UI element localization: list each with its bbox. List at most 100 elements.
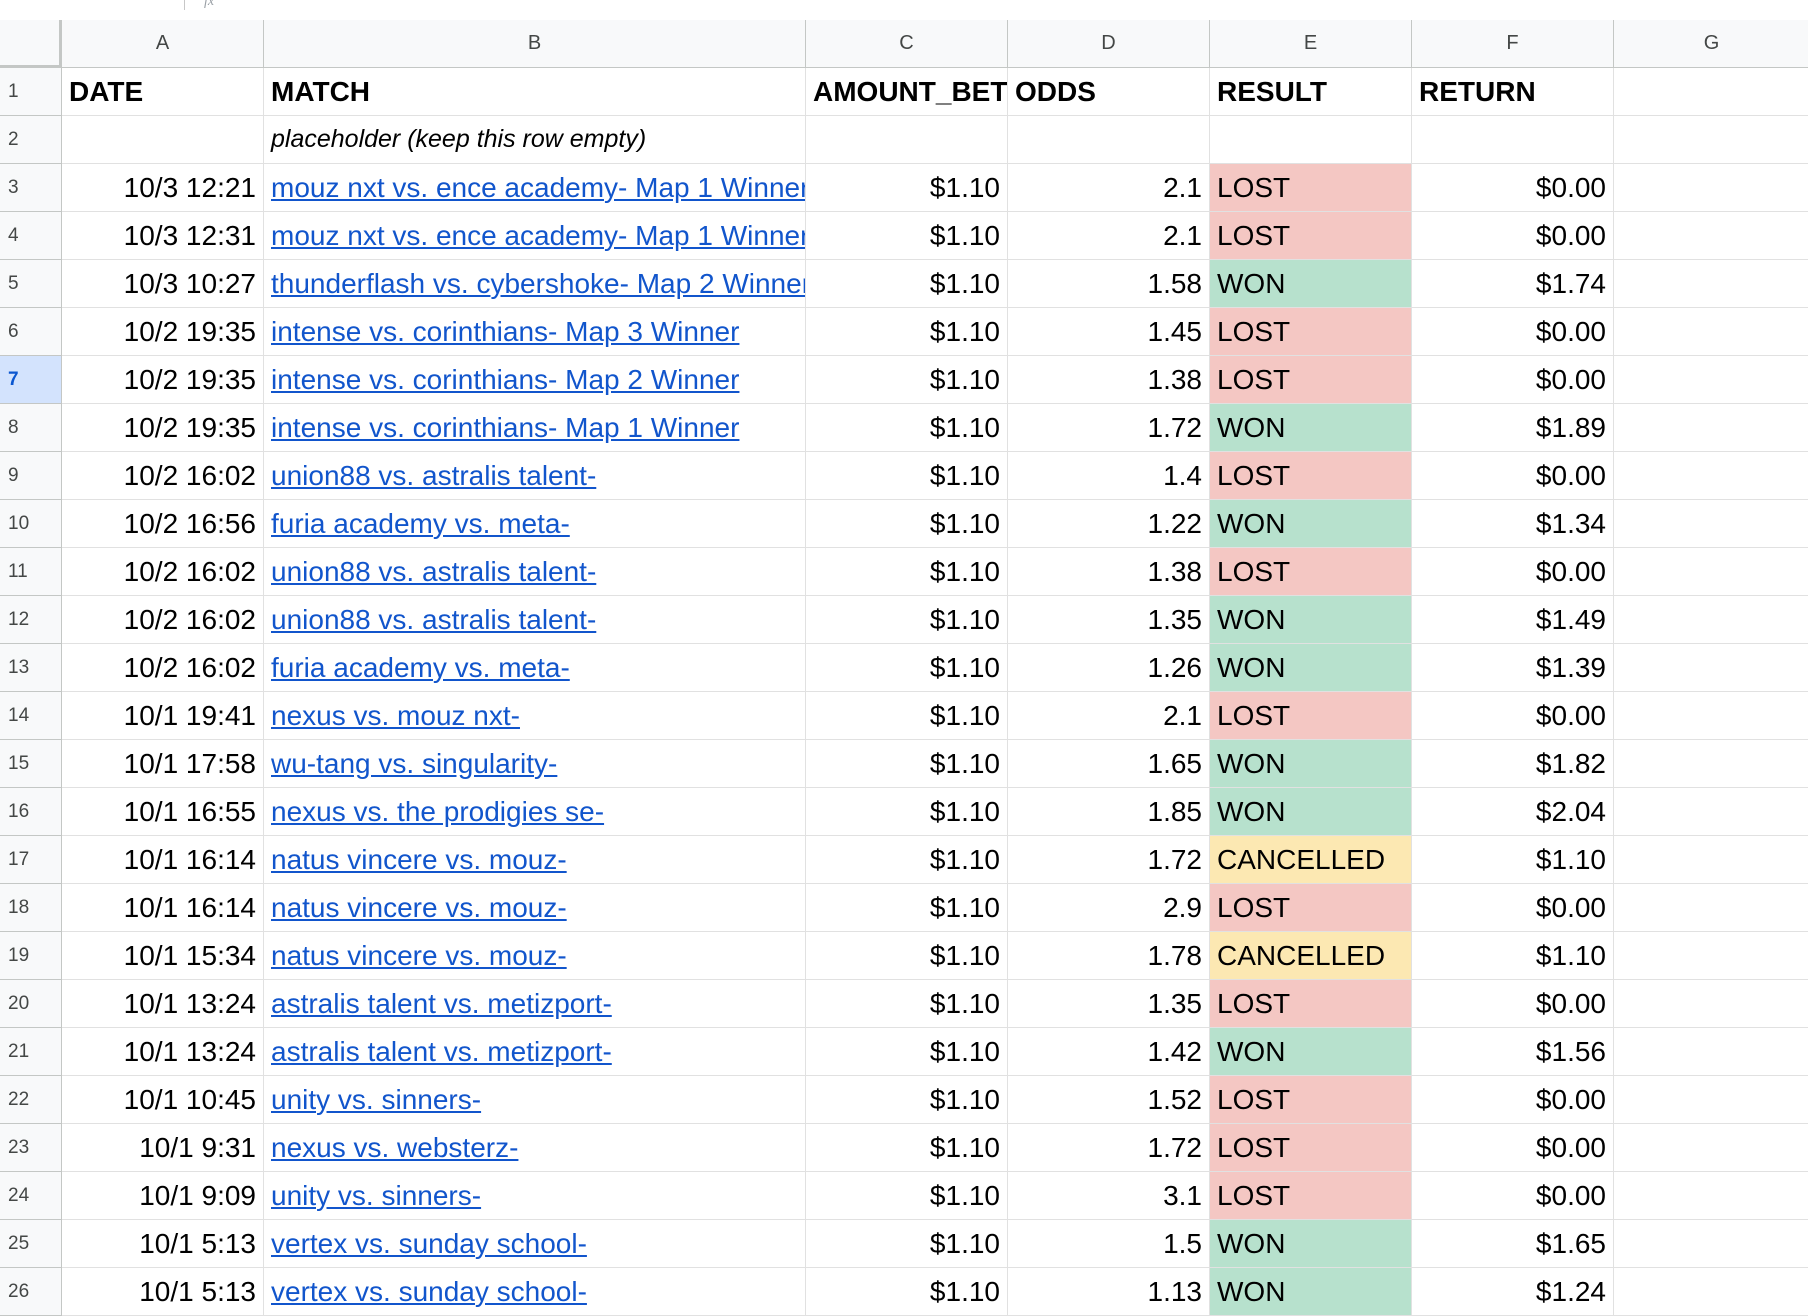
result-cell[interactable]: LOST [1210,308,1412,356]
return-cell[interactable]: $1.49 [1412,596,1614,644]
odds-cell[interactable]: 1.4 [1008,452,1210,500]
match-link[interactable]: natus vincere vs. mouz- [264,932,806,980]
amount-bet-cell[interactable]: $1.10 [806,260,1008,308]
amount-bet-cell[interactable]: $1.10 [806,740,1008,788]
empty-cell[interactable] [1614,260,1808,308]
date-cell[interactable]: 10/2 16:02 [62,548,264,596]
amount-bet-cell[interactable]: $1.10 [806,932,1008,980]
odds-cell[interactable]: 1.85 [1008,788,1210,836]
amount-bet-cell[interactable]: $1.10 [806,452,1008,500]
row-header-14[interactable]: 14 [0,692,62,740]
amount-bet-cell[interactable]: $1.10 [806,1124,1008,1172]
amount-bet-cell[interactable]: $1.10 [806,1172,1008,1220]
match-link[interactable]: intense vs. corinthians- Map 3 Winner [264,308,806,356]
row-header-11[interactable]: 11 [0,548,62,596]
result-cell[interactable]: LOST [1210,1124,1412,1172]
return-cell[interactable]: $1.39 [1412,644,1614,692]
result-cell[interactable]: WON [1210,1268,1412,1316]
return-cell[interactable]: $0.00 [1412,980,1614,1028]
result-cell[interactable]: WON [1210,1220,1412,1268]
row-header-26[interactable]: 26 [0,1268,62,1316]
row-header-10[interactable]: 10 [0,500,62,548]
odds-cell[interactable]: 1.35 [1008,980,1210,1028]
result-cell[interactable]: WON [1210,260,1412,308]
return-cell[interactable]: $1.24 [1412,1268,1614,1316]
result-cell[interactable]: LOST [1210,212,1412,260]
date-cell[interactable]: 10/1 13:24 [62,1028,264,1076]
match-link[interactable]: union88 vs. astralis talent- [264,596,806,644]
amount-bet-cell[interactable]: $1.10 [806,1268,1008,1316]
header-return[interactable]: RETURN [1412,68,1614,116]
row-header-6[interactable]: 6 [0,308,62,356]
empty-cell[interactable] [806,116,1008,164]
date-cell[interactable]: 10/3 12:31 [62,212,264,260]
result-cell[interactable]: WON [1210,1028,1412,1076]
date-cell[interactable]: 10/1 9:31 [62,1124,264,1172]
empty-cell[interactable] [1614,1124,1808,1172]
date-cell[interactable]: 10/1 5:13 [62,1220,264,1268]
match-link[interactable]: furia academy vs. meta- [264,500,806,548]
date-cell[interactable]: 10/1 13:24 [62,980,264,1028]
empty-cell[interactable] [1614,692,1808,740]
return-cell[interactable]: $1.74 [1412,260,1614,308]
column-header-g[interactable]: G [1614,20,1808,68]
result-cell[interactable]: LOST [1210,884,1412,932]
row-header-21[interactable]: 21 [0,1028,62,1076]
match-link[interactable]: nexus vs. mouz nxt- [264,692,806,740]
empty-cell[interactable] [1614,1172,1808,1220]
match-link[interactable]: mouz nxt vs. ence academy- Map 1 Winner [264,164,806,212]
result-cell[interactable]: WON [1210,404,1412,452]
amount-bet-cell[interactable]: $1.10 [806,644,1008,692]
date-cell[interactable]: 10/1 9:09 [62,1172,264,1220]
return-cell[interactable]: $1.34 [1412,500,1614,548]
result-cell[interactable]: LOST [1210,980,1412,1028]
odds-cell[interactable]: 1.22 [1008,500,1210,548]
odds-cell[interactable]: 3.1 [1008,1172,1210,1220]
date-cell[interactable]: 10/1 19:41 [62,692,264,740]
match-link[interactable]: wu-tang vs. singularity- [264,740,806,788]
empty-cell[interactable] [1614,548,1808,596]
amount-bet-cell[interactable]: $1.10 [806,692,1008,740]
row-header-12[interactable]: 12 [0,596,62,644]
row-header-9[interactable]: 9 [0,452,62,500]
result-cell[interactable]: LOST [1210,164,1412,212]
odds-cell[interactable]: 1.38 [1008,548,1210,596]
result-cell[interactable]: WON [1210,644,1412,692]
row-header-24[interactable]: 24 [0,1172,62,1220]
amount-bet-cell[interactable]: $1.10 [806,836,1008,884]
return-cell[interactable]: $0.00 [1412,356,1614,404]
row-header-19[interactable]: 19 [0,932,62,980]
amount-bet-cell[interactable]: $1.10 [806,212,1008,260]
amount-bet-cell[interactable]: $1.10 [806,884,1008,932]
empty-cell[interactable] [1614,164,1808,212]
column-header-b[interactable]: B [264,20,806,68]
select-all-corner[interactable] [0,20,62,68]
return-cell[interactable]: $0.00 [1412,548,1614,596]
result-cell[interactable]: LOST [1210,1172,1412,1220]
odds-cell[interactable]: 1.58 [1008,260,1210,308]
result-cell[interactable]: WON [1210,500,1412,548]
empty-cell[interactable] [1008,116,1210,164]
match-link[interactable]: natus vincere vs. mouz- [264,884,806,932]
column-header-c[interactable]: C [806,20,1008,68]
row-header-17[interactable]: 17 [0,836,62,884]
date-cell[interactable]: 10/1 16:14 [62,884,264,932]
return-cell[interactable]: $0.00 [1412,1076,1614,1124]
odds-cell[interactable]: 1.72 [1008,836,1210,884]
match-link[interactable]: union88 vs. astralis talent- [264,548,806,596]
odds-cell[interactable]: 1.52 [1008,1076,1210,1124]
return-cell[interactable]: $0.00 [1412,884,1614,932]
date-cell[interactable]: 10/1 16:55 [62,788,264,836]
date-cell[interactable]: 10/1 16:14 [62,836,264,884]
odds-cell[interactable]: 1.38 [1008,356,1210,404]
empty-cell[interactable] [1614,404,1808,452]
return-cell[interactable]: $0.00 [1412,164,1614,212]
date-cell[interactable]: 10/1 5:13 [62,1268,264,1316]
return-cell[interactable]: $1.10 [1412,836,1614,884]
return-cell[interactable]: $1.56 [1412,1028,1614,1076]
return-cell[interactable]: $0.00 [1412,308,1614,356]
empty-cell[interactable] [1210,116,1412,164]
empty-cell[interactable] [1614,308,1808,356]
date-cell[interactable]: 10/3 12:21 [62,164,264,212]
odds-cell[interactable]: 1.65 [1008,740,1210,788]
